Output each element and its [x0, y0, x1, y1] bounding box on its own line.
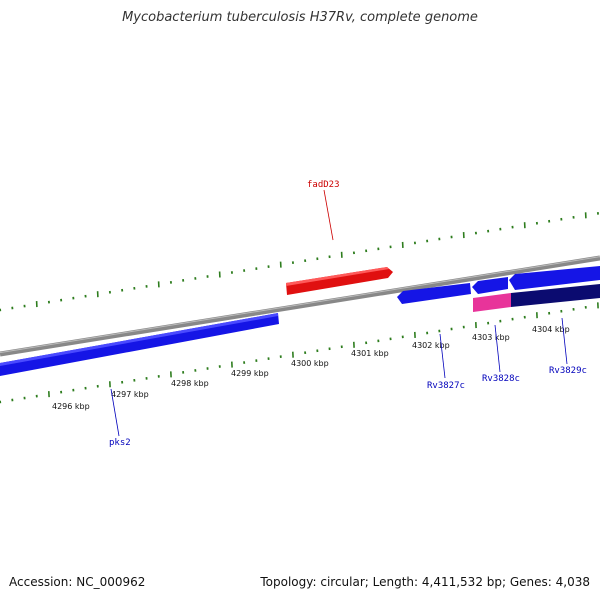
kbp-label: 4304 kbp	[532, 325, 570, 334]
label-line-Rv3828c	[494, 324, 501, 373]
kbp-label: 4296 kbp	[52, 402, 90, 411]
tick-row-forward	[0, 211, 599, 312]
kbp-label: 4303 kbp	[472, 333, 510, 342]
kbp-label: 4301 kbp	[351, 349, 389, 358]
genome-backbone	[0, 255, 600, 357]
genome-backbone-highlight	[0, 256, 600, 354]
label-line-Rv3829c	[561, 317, 568, 365]
gene-segment-pink	[473, 293, 511, 312]
tick-row-reverse	[0, 302, 599, 404]
gene-label-Rv3827c: Rv3827c	[427, 381, 465, 391]
kbp-label: 4300 kbp	[291, 359, 329, 368]
label-line-Rv3827c	[439, 333, 446, 379]
label-line-fadD23	[323, 189, 334, 241]
gene-label-pks2: pks2	[109, 438, 131, 448]
kbp-label: 4298 kbp	[171, 379, 209, 388]
gene-label-Rv3829c: Rv3829c	[549, 366, 587, 376]
map-title: Mycobacterium tuberculosis H37Rv, comple…	[122, 10, 478, 25]
genome-summary-text: Topology: circular; Length: 4,411,532 bp…	[260, 575, 590, 589]
gene-Rv3828c[interactable]	[472, 277, 508, 294]
kbp-label-group: 4296 kbp 4297 kbp 4298 kbp 4299 kbp 4300…	[52, 325, 570, 411]
kbp-label: 4299 kbp	[231, 369, 269, 378]
accession-text: Accession: NC_000962	[9, 575, 146, 589]
gene-Rv3827c[interactable]	[397, 283, 471, 304]
label-line-pks2	[110, 388, 120, 437]
gene-label-fadD23: fadD23	[307, 180, 340, 190]
kbp-label: 4302 kbp	[412, 341, 450, 350]
gene-label-Rv3828c: Rv3828c	[482, 374, 520, 384]
gene-fadD23[interactable]	[286, 267, 393, 295]
kbp-label: 4297 kbp	[111, 390, 149, 399]
gene-segment-dark	[511, 284, 600, 307]
gene-pks2-highlight	[0, 313, 278, 366]
gene-pks2[interactable]	[0, 313, 279, 376]
gene-fadD23-highlight	[286, 267, 389, 286]
gene-Rv3829c[interactable]	[509, 266, 600, 290]
